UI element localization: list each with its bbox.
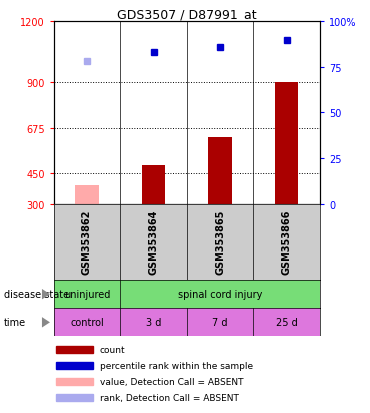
Bar: [56, 394, 92, 401]
Text: count: count: [100, 345, 125, 354]
Text: GSM353862: GSM353862: [82, 210, 92, 275]
Text: time: time: [4, 318, 26, 328]
Bar: [56, 362, 92, 369]
Bar: [75, 186, 98, 204]
Text: GSM353864: GSM353864: [148, 210, 159, 275]
Text: percentile rank within the sample: percentile rank within the sample: [100, 361, 253, 370]
Text: uninjured: uninjured: [64, 290, 110, 299]
Text: disease state: disease state: [4, 290, 69, 299]
Text: rank, Detection Call = ABSENT: rank, Detection Call = ABSENT: [100, 393, 239, 402]
Text: GSM353866: GSM353866: [282, 210, 292, 275]
Text: control: control: [70, 318, 104, 328]
Bar: [209, 138, 232, 204]
Text: 25 d: 25 d: [276, 318, 297, 328]
Bar: [142, 166, 165, 204]
Bar: [56, 378, 92, 385]
Text: value, Detection Call = ABSENT: value, Detection Call = ABSENT: [100, 377, 243, 386]
Text: 7 d: 7 d: [212, 318, 228, 328]
Bar: [56, 346, 92, 353]
Text: spinal cord injury: spinal cord injury: [178, 290, 262, 299]
Title: GDS3507 / D87991_at: GDS3507 / D87991_at: [117, 8, 257, 21]
Text: GSM353865: GSM353865: [215, 210, 225, 275]
Text: 3 d: 3 d: [146, 318, 161, 328]
Bar: [275, 83, 298, 204]
